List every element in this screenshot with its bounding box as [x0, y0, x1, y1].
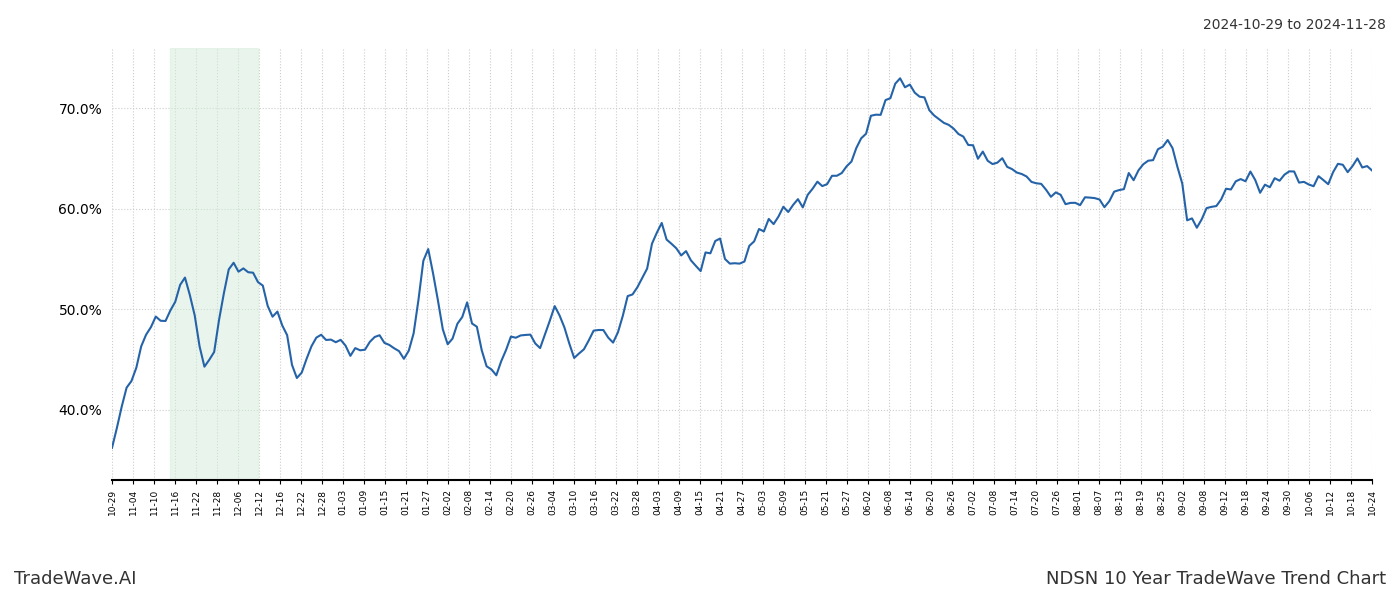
Text: NDSN 10 Year TradeWave Trend Chart: NDSN 10 Year TradeWave Trend Chart [1046, 570, 1386, 588]
Text: 2024-10-29 to 2024-11-28: 2024-10-29 to 2024-11-28 [1203, 18, 1386, 32]
Text: TradeWave.AI: TradeWave.AI [14, 570, 137, 588]
Bar [171, 48, 258, 480]
